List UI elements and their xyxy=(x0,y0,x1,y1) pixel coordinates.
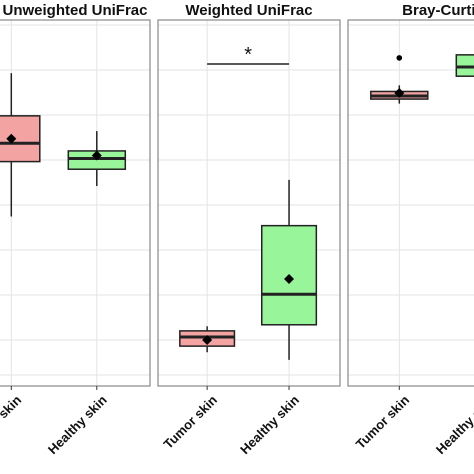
x-tick-label: Healthy skin xyxy=(45,392,110,457)
x-tick-label: Tumor skin xyxy=(353,392,413,452)
mean-marker xyxy=(394,87,405,98)
panel-background xyxy=(0,20,150,386)
x-tick-label: Healthy skin xyxy=(237,392,302,457)
panel-background xyxy=(348,20,474,386)
panel-border xyxy=(0,19,151,387)
box-healthy xyxy=(67,131,127,186)
x-tick-label: Tumor skin xyxy=(161,392,221,452)
mean-marker xyxy=(202,335,213,346)
facet-panel-3: Bray-Curtis Tumor skin Healthy skin xyxy=(347,2,474,457)
facet-panel-1: Unweighted UniFrac Tumor skin Healthy skin xyxy=(0,2,151,457)
mean-marker xyxy=(91,150,102,161)
mean-marker xyxy=(284,274,295,285)
outlier-point xyxy=(396,55,403,61)
box-tumor xyxy=(0,73,41,217)
box-tumor xyxy=(370,55,429,104)
significance-label: * xyxy=(244,44,252,66)
x-tick-label: Healthy skin xyxy=(433,392,474,457)
box-healthy xyxy=(260,179,318,360)
mean-marker xyxy=(6,133,17,144)
x-tick-label: Tumor skin xyxy=(0,392,24,452)
box-tumor xyxy=(179,326,236,353)
facet-panel-2: * Weighted UniFrac Tumor skin Healthy skin xyxy=(157,2,341,457)
box-healthy xyxy=(455,54,474,77)
panel-border xyxy=(157,19,341,387)
box-iqr xyxy=(455,54,474,77)
facet-title: Unweighted UniFrac xyxy=(2,2,147,19)
facet-title: Bray-Curtis xyxy=(402,2,474,19)
panel-border xyxy=(347,19,474,387)
box-iqr xyxy=(0,115,41,163)
facet-title: Weighted UniFrac xyxy=(185,2,312,19)
